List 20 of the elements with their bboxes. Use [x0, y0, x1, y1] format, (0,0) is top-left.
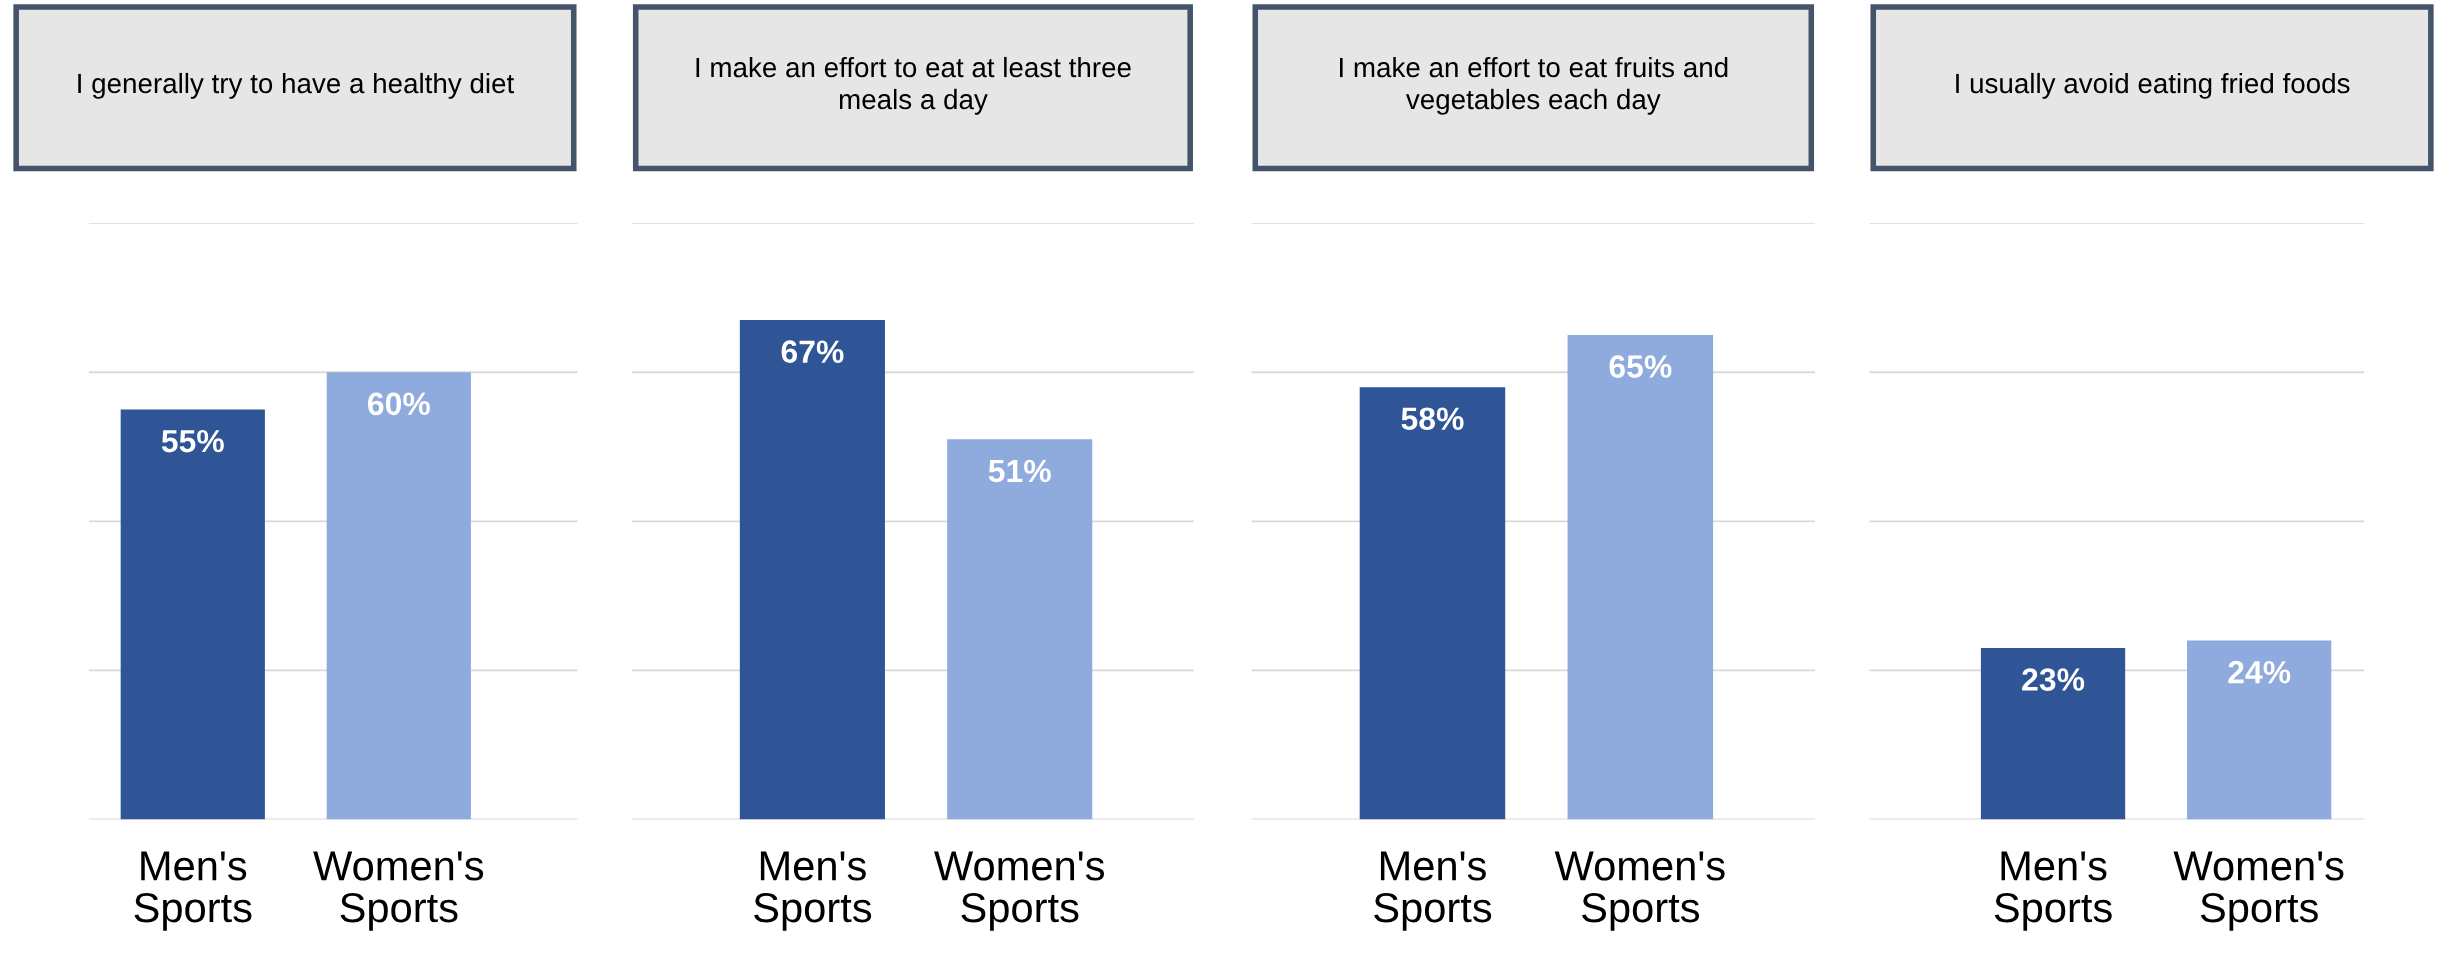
x-tick-label: Men's Sports [134, 851, 252, 931]
data-label: 23% [2022, 668, 2085, 691]
data-label: 67% [781, 340, 844, 363]
x-tick-label: Men's Sports [1994, 851, 2112, 931]
data-label: 58% [1401, 407, 1464, 431]
data-label: 65% [1609, 355, 1672, 378]
chart-title: I generally try to have a healthy diet [78, 72, 515, 99]
x-tick-label: Women's Sports [313, 851, 484, 931]
x-tick-label: Women's Sports [934, 851, 1105, 931]
x-tick-label: Men's Sports [754, 851, 872, 931]
data-label: 60% [368, 392, 430, 416]
chart-title: I usually avoid eating fried foods [1956, 72, 2350, 99]
chart-title: I make an effort to eat fruits and vegetables each day [1340, 56, 1728, 115]
data-label: 55% [161, 429, 224, 453]
data-label: 24% [2228, 660, 2291, 684]
chart-title: I make an effort to eat at least three meals a day [696, 56, 1131, 115]
x-tick-label: Women's Sports [2173, 851, 2344, 931]
data-label: 51% [988, 459, 1051, 483]
x-tick-label: Men's Sports [1374, 851, 1492, 931]
x-tick-label: Women's Sports [1554, 851, 1725, 931]
